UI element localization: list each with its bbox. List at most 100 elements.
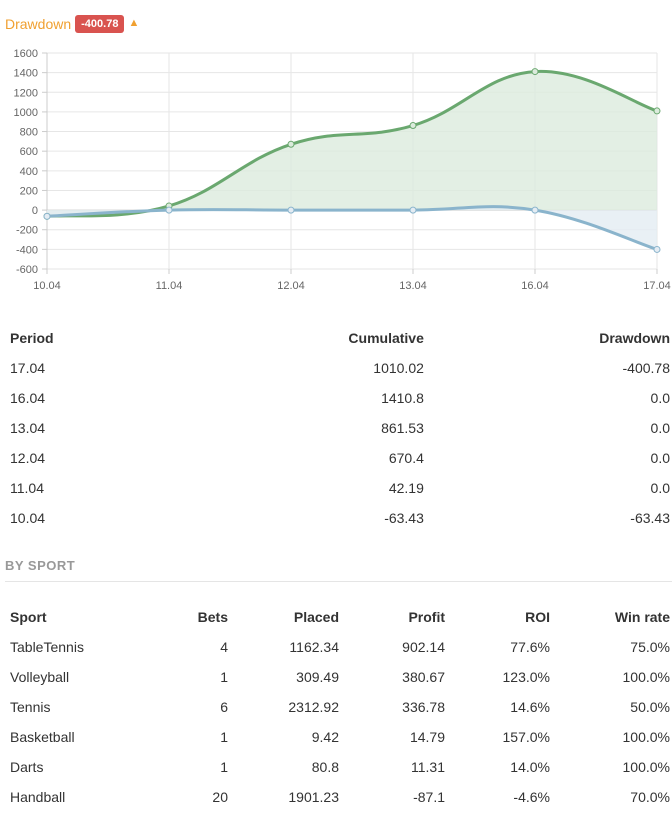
y-tick-label: 200	[20, 185, 38, 197]
series-1-line	[46, 205, 658, 251]
profit-cell: 14.79	[409, 729, 445, 745]
table-row: 10.04 -63.43 -63.43	[10, 503, 670, 533]
win-rate-cell: 100.0%	[622, 669, 670, 685]
sport-cell: Basketball	[10, 729, 75, 745]
profit-cell: 380.67	[402, 669, 445, 685]
series-1-point	[165, 206, 173, 214]
series-0-point	[409, 122, 417, 130]
bets-cell: 1	[220, 669, 228, 685]
table-row: Basketball 1 9.42 14.79 157.0% 100.0%	[10, 722, 670, 752]
x-tick-label: 13.04	[399, 280, 427, 292]
series-1-point	[43, 212, 51, 220]
period-cell: 16.04	[10, 390, 46, 406]
table-row: 13.04 861.53 0.0	[10, 413, 670, 443]
series-1-point	[287, 206, 295, 214]
divider	[5, 581, 672, 582]
period-table: Period Cumulative Drawdown 17.04 1010.02 -…	[10, 323, 670, 533]
win-rate-cell: 50.0%	[630, 699, 670, 715]
cumulative-cell: -63.43	[384, 510, 424, 526]
bets-cell: 1	[220, 759, 228, 775]
cumulative-cell: 861.53	[381, 420, 424, 436]
roi-cell: 14.6%	[510, 699, 550, 715]
period-cell: 13.04	[10, 420, 46, 436]
drawdown-cell: 0.0	[650, 390, 670, 406]
bets-cell: 1	[220, 729, 228, 745]
table-row: Darts 1 80.8 11.31 14.0% 100.0%	[10, 752, 670, 782]
drawdown-cell: 0.0	[650, 480, 670, 496]
sport-cell: Handball	[10, 789, 66, 805]
placed-cell: 80.8	[311, 759, 339, 775]
period-table-header: Period Cumulative Drawdown	[10, 323, 670, 353]
y-tick-label: 600	[20, 146, 38, 158]
placed-cell: 9.42	[311, 729, 339, 745]
series-0-point	[531, 68, 539, 76]
cumulative-header: Cumulative	[348, 330, 424, 346]
placed-cell: 2312.92	[288, 699, 339, 715]
y-tick-label: 1200	[14, 87, 38, 99]
profit-cell: -87.1	[413, 789, 445, 805]
roi-cell: 77.6%	[510, 639, 550, 655]
sport-cell: Tennis	[10, 699, 51, 715]
table-row: Handball 20 1901.23 -87.1 -4.6% 70.0%	[10, 782, 670, 812]
table-row: 12.04 670.4 0.0	[10, 443, 670, 473]
y-tick-label: 400	[20, 166, 38, 178]
y-tick-label: 1600	[14, 48, 38, 60]
table-row: Tennis 6 2312.92 336.78 14.6% 50.0%	[10, 692, 670, 722]
series-1-area	[47, 206, 657, 250]
sport-cell: Volleyball	[10, 669, 70, 685]
table-row: Volleyball 1 309.49 380.67 123.0% 100.0%	[10, 662, 670, 692]
placed-header: Placed	[293, 609, 339, 625]
y-tick-label: -200	[16, 225, 38, 237]
bets-cell: 20	[212, 789, 228, 805]
win-rate-cell: 75.0%	[630, 639, 670, 655]
drawdown-cell: 0.0	[650, 450, 670, 466]
placed-cell: 1162.34	[289, 639, 339, 655]
series-1-point	[653, 245, 661, 253]
period-cell: 12.04	[10, 450, 46, 466]
table-row: 17.04 1010.02 -400.78	[10, 353, 670, 383]
drawdown-header-cell: Drawdown	[599, 330, 670, 346]
cumulative-cell: 670.4	[388, 450, 424, 466]
drawdown-chart: 1600 1400 1200 1000 800 600 400 200 0 -200 -400 -60…	[14, 48, 671, 292]
cumulative-cell: 1410.8	[381, 390, 424, 406]
drawdown-title[interactable]: Drawdown	[5, 16, 72, 32]
chevron-up-icon[interactable]: ▲	[128, 17, 140, 29]
by-sport-title: BY SPORT	[5, 558, 76, 573]
x-tick-label: 16.04	[521, 280, 549, 292]
table-row: 11.04 42.19 0.0	[10, 473, 670, 503]
y-tick-label: 1000	[14, 107, 38, 119]
drawdown-header[interactable]: Drawdown -400.78 ▲	[5, 14, 139, 34]
x-tick-label: 17.04	[643, 280, 671, 292]
x-tick-label: 10.04	[33, 280, 61, 292]
drawdown-cell: -400.78	[622, 360, 670, 376]
x-tick-label: 11.04	[156, 280, 183, 292]
sport-cell: TableTennis	[10, 639, 84, 655]
y-tick-label: -600	[16, 264, 38, 276]
period-cell: 17.04	[10, 360, 46, 376]
roi-cell: -4.6%	[513, 789, 550, 805]
y-tick-label: -400	[16, 244, 38, 256]
cumulative-cell: 1010.02	[373, 360, 424, 376]
drawdown-badge: -400.78	[75, 15, 125, 33]
sport-cell: Darts	[10, 759, 44, 775]
table-row: 16.04 1410.8 0.0	[10, 383, 670, 413]
roi-header: ROI	[525, 609, 550, 625]
y-tick-label: 0	[32, 205, 38, 217]
y-tick-label: 1400	[14, 68, 38, 80]
bets-cell: 6	[220, 699, 228, 715]
drawdown-cell: 0.0	[650, 420, 670, 436]
y-tick-label: 800	[20, 127, 38, 139]
series-1-point	[531, 206, 539, 214]
sport-header: Sport	[10, 609, 47, 625]
cumulative-cell: 42.19	[388, 480, 424, 496]
period-header: Period	[10, 330, 54, 346]
profit-cell: 11.31	[411, 759, 445, 775]
series-0-point	[653, 107, 661, 115]
roi-cell: 123.0%	[502, 669, 550, 685]
period-cell: 10.04	[10, 510, 46, 526]
profit-cell: 902.14	[402, 639, 445, 655]
series-1-point	[409, 206, 417, 214]
series-0-point	[287, 140, 295, 148]
win-rate-cell: 70.0%	[630, 789, 670, 805]
period-cell: 11.04	[10, 480, 44, 496]
